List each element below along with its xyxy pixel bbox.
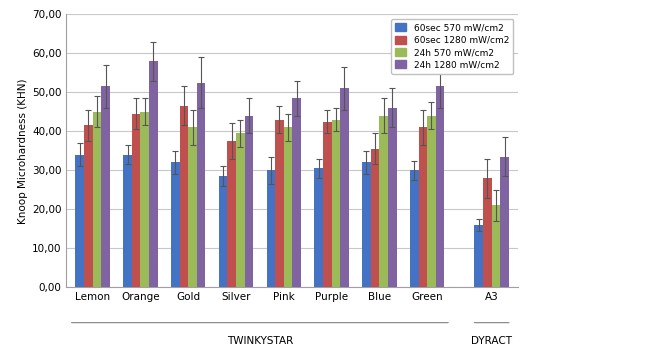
Legend: 60sec 570 mW/cm2, 60sec 1280 mW/cm2, 24h 570 mW/cm2, 24h 1280 mW/cm2: 60sec 570 mW/cm2, 60sec 1280 mW/cm2, 24h…: [391, 19, 513, 74]
Bar: [410, 170, 418, 287]
Bar: [362, 163, 371, 287]
Y-axis label: Knoop Microhardness (KHN): Knoop Microhardness (KHN): [18, 78, 28, 224]
Bar: [227, 141, 236, 287]
Bar: [219, 176, 227, 287]
Bar: [371, 149, 379, 287]
Bar: [388, 108, 396, 287]
Bar: [188, 127, 197, 287]
Bar: [236, 133, 244, 287]
Bar: [475, 225, 483, 287]
Bar: [284, 127, 292, 287]
Bar: [323, 122, 331, 287]
Bar: [244, 116, 253, 287]
Bar: [171, 163, 180, 287]
Bar: [93, 112, 102, 287]
Bar: [500, 157, 509, 287]
Text: TWINKYSTAR: TWINKYSTAR: [227, 336, 293, 346]
Bar: [418, 127, 427, 287]
Bar: [149, 61, 157, 287]
Text: DYRACT: DYRACT: [471, 336, 512, 346]
Bar: [197, 83, 205, 287]
Bar: [275, 120, 284, 287]
Bar: [314, 168, 323, 287]
Bar: [491, 205, 500, 287]
Bar: [141, 112, 149, 287]
Bar: [340, 88, 349, 287]
Bar: [267, 170, 275, 287]
Bar: [84, 125, 93, 287]
Bar: [180, 106, 188, 287]
Bar: [124, 155, 132, 287]
Bar: [76, 155, 84, 287]
Bar: [379, 116, 388, 287]
Bar: [102, 87, 110, 287]
Bar: [483, 178, 491, 287]
Bar: [132, 114, 141, 287]
Bar: [427, 116, 436, 287]
Bar: [292, 98, 301, 287]
Bar: [331, 120, 340, 287]
Bar: [436, 87, 444, 287]
